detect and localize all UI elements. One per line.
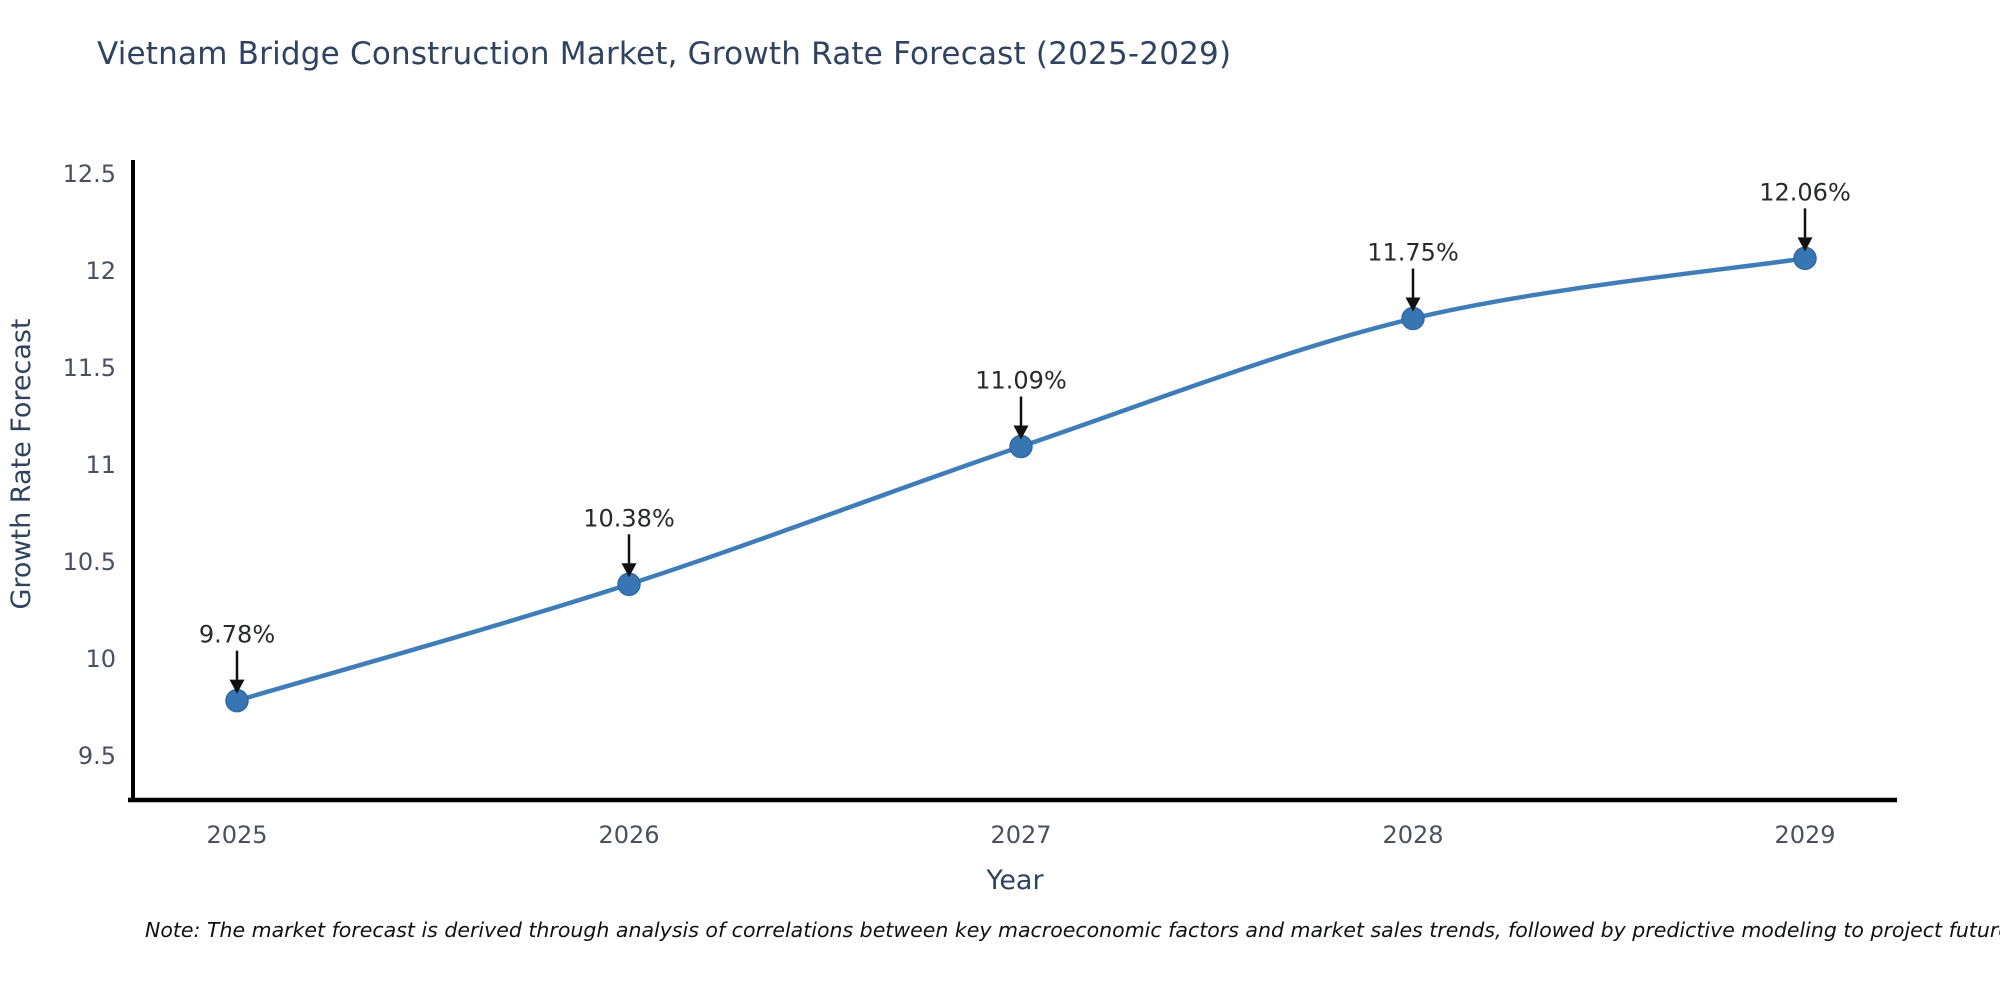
data-point-label: 9.78% — [199, 621, 275, 649]
y-tick-label: 10.5 — [63, 548, 116, 576]
annotation-arrow-head — [1013, 425, 1029, 440]
y-axis-title: Growth Rate Forecast — [6, 318, 37, 609]
annotation-arrow-head — [229, 679, 245, 694]
y-tick-label: 12 — [85, 257, 116, 285]
annotation-arrow-head — [1797, 237, 1813, 252]
data-point-label: 10.38% — [583, 504, 675, 532]
x-tick-label: 2027 — [990, 821, 1051, 849]
y-tick-label: 11.5 — [63, 354, 116, 382]
annotation-arrow-head — [621, 563, 637, 578]
chart-title: Vietnam Bridge Construction Market, Grow… — [97, 36, 1232, 72]
data-point-label: 12.06% — [1759, 178, 1851, 206]
data-point-label: 11.75% — [1367, 239, 1459, 267]
x-axis-title: Year — [985, 865, 1044, 896]
y-tick-label: 11 — [85, 451, 116, 479]
y-tick-label: 10 — [85, 645, 116, 673]
x-tick-label: 2028 — [1382, 821, 1443, 849]
x-tick-label: 2026 — [598, 821, 659, 849]
annotation-arrow-head — [1405, 297, 1421, 312]
data-point-label: 11.09% — [975, 367, 1067, 395]
y-tick-label: 9.5 — [78, 742, 116, 770]
x-tick-label: 2025 — [206, 821, 267, 849]
x-tick-label: 2029 — [1774, 821, 1835, 849]
footnote: Note: The market forecast is derived thr… — [145, 918, 2000, 942]
series-line — [234, 256, 1808, 703]
y-tick-label: 12.5 — [63, 160, 116, 188]
